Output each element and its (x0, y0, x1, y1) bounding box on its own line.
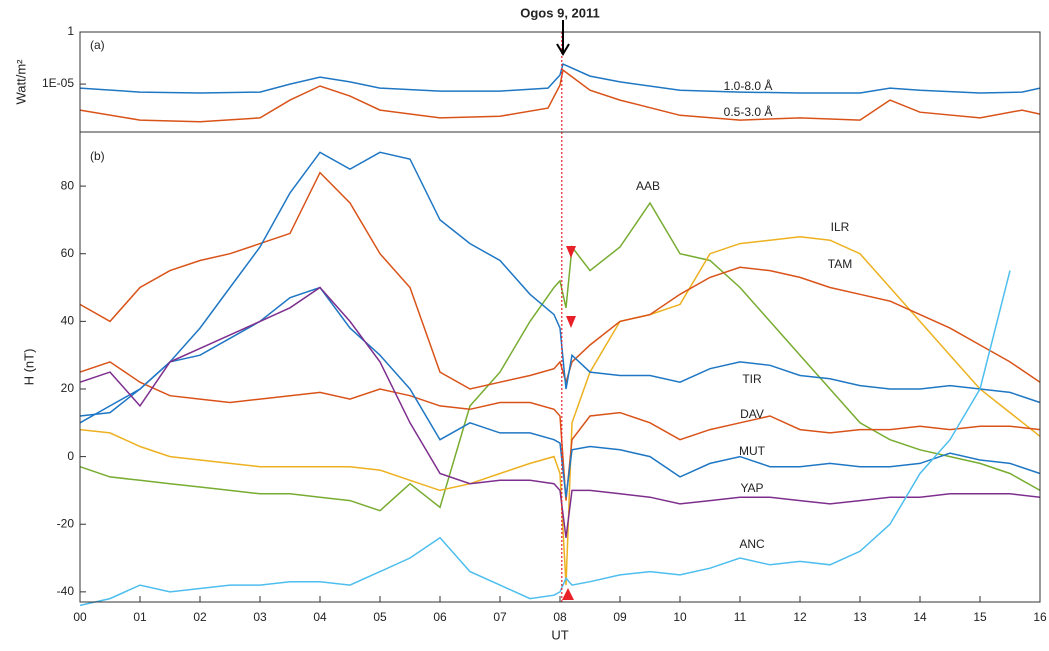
series-label: TIR (742, 372, 762, 386)
series-line (79, 201, 1041, 512)
x-tick-label: 06 (433, 610, 447, 624)
x-tick-label: 09 (613, 610, 627, 624)
series-line (79, 270, 1011, 607)
series-label: ANC (739, 537, 765, 551)
arrow (566, 316, 576, 328)
x-axis-label: UT (551, 627, 568, 642)
x-tick-label: 07 (493, 610, 507, 624)
x-tick-label: 15 (973, 610, 987, 624)
arrow (556, 20, 570, 56)
panel-label: (a) (90, 38, 105, 52)
x-tick-label: 00 (73, 610, 87, 624)
x-tick-label: 02 (193, 610, 207, 624)
series-line (79, 361, 1041, 501)
series-label: 0.5-3.0 Å (724, 104, 773, 119)
x-tick-label: 14 (913, 610, 927, 624)
x-tick-label: 04 (313, 610, 327, 624)
series-line (79, 286, 1041, 538)
y-tick-label: 80 (61, 178, 75, 192)
x-tick-label: 16 (1033, 610, 1047, 624)
arrow (566, 246, 576, 258)
x-tick-label: 05 (373, 610, 387, 624)
series-line (79, 68, 1041, 123)
y-tick-label: 1E-05 (42, 76, 74, 90)
x-tick-label: 11 (734, 610, 747, 624)
series-line (79, 151, 1041, 417)
chart-title: Ogos 9, 2011 (520, 5, 600, 20)
y-axis-label: Watt/m² (13, 59, 28, 105)
panel-label: (b) (90, 149, 105, 163)
y-tick-label: 20 (61, 381, 75, 395)
x-tick-label: 03 (253, 610, 267, 624)
series-label: DAV (740, 407, 764, 421)
series-label: AAB (636, 179, 660, 193)
series-label: 1.0-8.0 Å (724, 78, 773, 93)
x-tick-label: 12 (793, 610, 807, 624)
x-tick-label: 10 (673, 610, 687, 624)
series-label: YAP (740, 481, 763, 495)
y-tick-label: 60 (61, 246, 75, 260)
series-line (79, 286, 1041, 498)
y-tick-label: 1 (67, 24, 74, 38)
x-tick-label: 01 (133, 610, 147, 624)
x-tick-label: 13 (853, 610, 867, 624)
series-line (79, 236, 1041, 586)
arrow (562, 588, 574, 600)
y-tick-label: -40 (57, 584, 75, 598)
plot-area (79, 32, 1041, 607)
y-tick-label: 40 (61, 314, 75, 328)
y-axis-label: H (nT) (21, 349, 36, 386)
y-tick-label: 0 (67, 449, 74, 463)
y-tick-label: -20 (57, 516, 75, 530)
series-label: TAM (828, 257, 852, 271)
series-line (79, 63, 1041, 94)
x-tick-label: 08 (553, 610, 567, 624)
series-label: ILR (831, 220, 850, 234)
axes-frame (79, 131, 1041, 603)
series-line (79, 171, 1041, 390)
series-label: MUT (739, 444, 766, 458)
